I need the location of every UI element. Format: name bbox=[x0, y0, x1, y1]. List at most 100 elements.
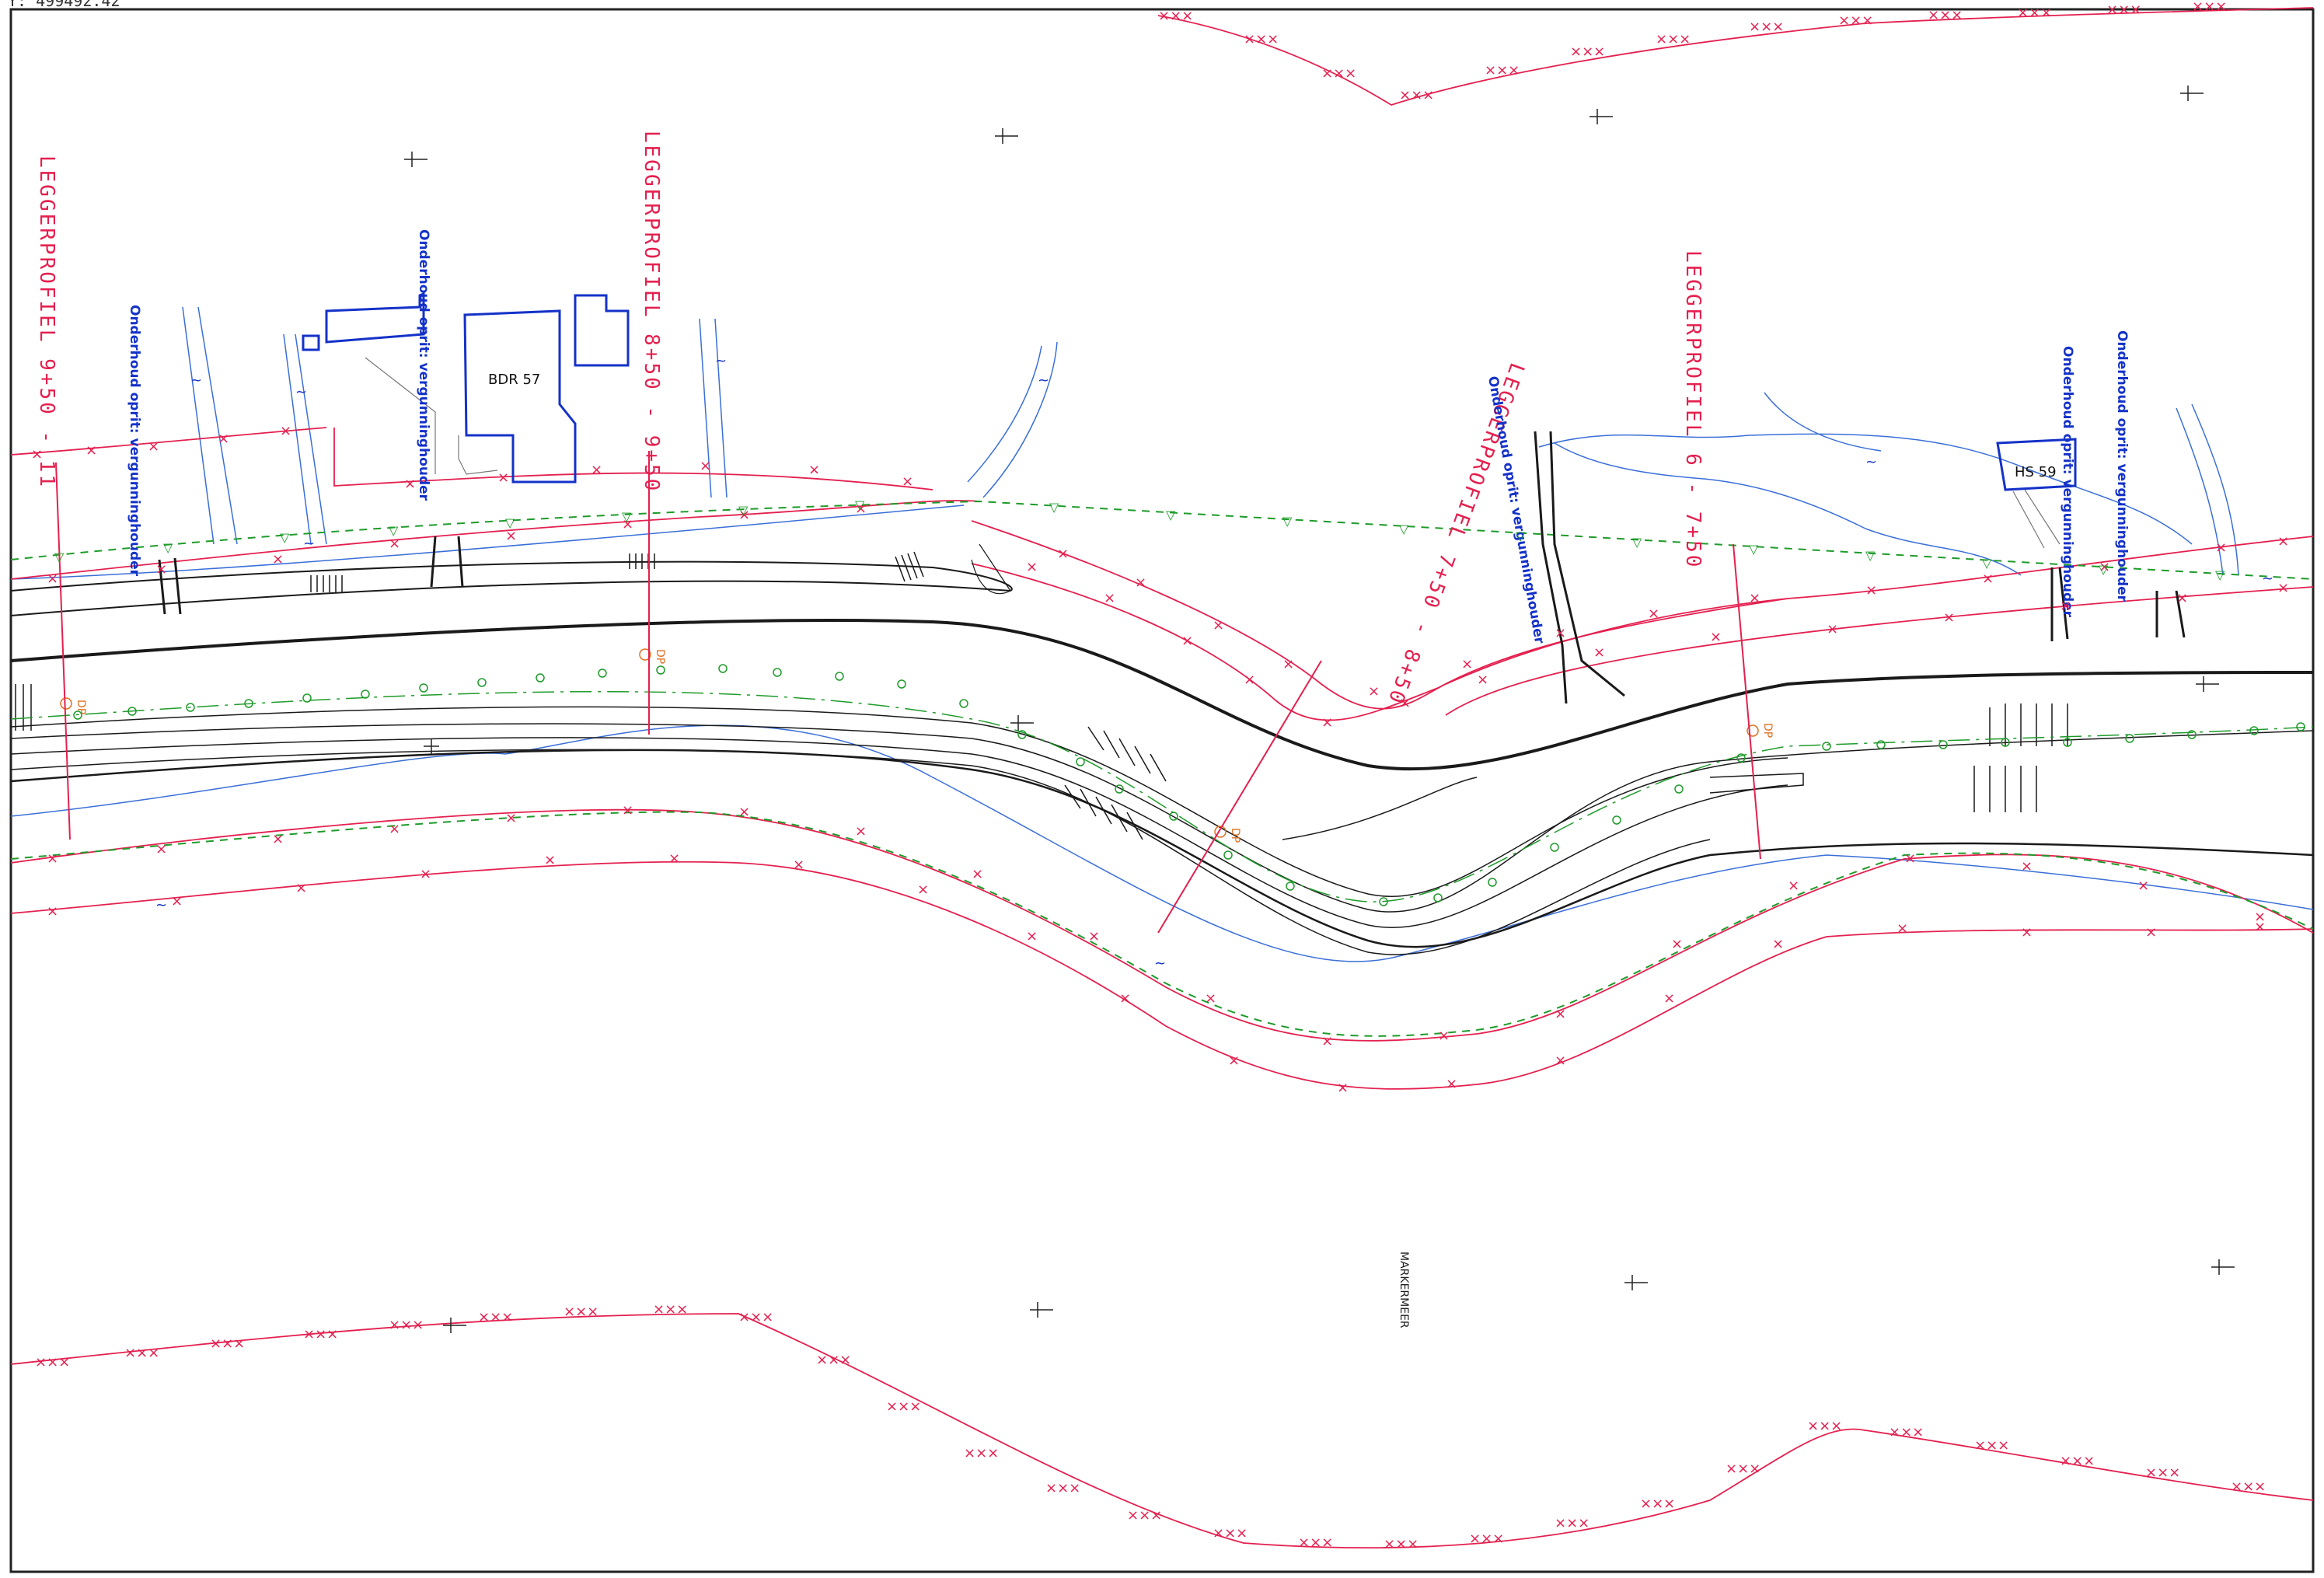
green-marker: ▽ bbox=[1399, 522, 1409, 536]
fence-marker: × bbox=[1827, 621, 1838, 637]
fence-marker: × bbox=[2176, 590, 2188, 606]
fence-triple-marker: ××× bbox=[1158, 8, 1193, 24]
fence-marker: × bbox=[2145, 924, 2157, 941]
fence-triple-marker: ××× bbox=[964, 1445, 999, 1461]
fence-marker: × bbox=[1026, 928, 1038, 944]
fence-marker: × bbox=[1982, 571, 1994, 587]
fence-triple-marker: ××× bbox=[886, 1398, 921, 1415]
dp-label: DP bbox=[1761, 723, 1774, 738]
fence-marker: × bbox=[1897, 920, 1908, 937]
fence-marker: × bbox=[218, 431, 229, 447]
fence-triple-marker: ××× bbox=[1555, 1515, 1589, 1531]
dp-label: DP bbox=[1229, 828, 1241, 843]
fence-marker: × bbox=[1399, 695, 1411, 711]
fence-triple-marker: ××× bbox=[1213, 1525, 1247, 1541]
fence-triple-marker: ××× bbox=[1321, 65, 1356, 82]
fence-marker: × bbox=[1555, 625, 1566, 641]
driveways bbox=[158, 431, 2186, 704]
green-marker: ▽ bbox=[1049, 500, 1059, 515]
profile-label-8-50-9-50: LEGGERPROFIEL 8+50 - 9+50 bbox=[640, 131, 663, 493]
fence-triple-marker: ××× bbox=[2106, 2, 2141, 18]
maintenance-label: Onderhoud oprit: vergunninghouder bbox=[127, 305, 142, 577]
fence-triple-marker: ××× bbox=[303, 1326, 338, 1342]
fence-triple-marker: ××× bbox=[1726, 1461, 1760, 1477]
fence-marker: × bbox=[2021, 924, 2033, 941]
fence-marker: × bbox=[404, 476, 416, 492]
fence-marker: × bbox=[155, 561, 167, 578]
fence-marker: × bbox=[2060, 598, 2071, 614]
fence-marker: × bbox=[2254, 909, 2266, 925]
wave-marker: ~ bbox=[155, 897, 167, 913]
centre-line bbox=[10, 690, 2314, 902]
fence-marker: × bbox=[2099, 559, 2110, 575]
profile-lines bbox=[55, 451, 1761, 934]
wave-marker: ~ bbox=[303, 536, 315, 552]
wave-marker: ~ bbox=[715, 353, 727, 369]
fence-marker: × bbox=[855, 823, 867, 840]
green-marker: ▽ bbox=[54, 550, 65, 564]
fence-triple-marker: ××× bbox=[124, 1345, 159, 1361]
green-markers: ▽ ▽ ▽ ▽ ▽ ▽ ▽ ▽ ▽ ▽ ▽ ▽ ▽ ▽ ▽ ▽ ▽ ▽ ▽ bbox=[54, 497, 2225, 582]
fence-marker: × bbox=[1710, 629, 1722, 645]
fence-marker: × bbox=[505, 810, 517, 826]
centre-line-circles bbox=[73, 664, 2305, 906]
fence-triple-marker: ××× bbox=[1485, 62, 1520, 79]
wave-marker: ~ bbox=[2262, 571, 2273, 587]
wave-marker: ~ bbox=[1154, 955, 1166, 972]
building-label-bdr57: BDR 57 bbox=[488, 372, 540, 388]
fence-triple-marker: ××× bbox=[1807, 1418, 1842, 1434]
profile-label-6-7-50: LEGGERPROFIEL 6 - 7+50 bbox=[1681, 250, 1705, 569]
fence-marker: × bbox=[155, 841, 167, 857]
corner-coordinate-top-left: Y: 499492.42 bbox=[8, 0, 120, 10]
profile-label-9-50-11: LEGGERPROFIEL 9+50 - 11 bbox=[35, 155, 58, 489]
dp-markers bbox=[60, 648, 1759, 838]
fence-triple-marker: ××× bbox=[1570, 44, 1605, 60]
fence-triple-marker: ××× bbox=[653, 1301, 688, 1318]
fence-marker: × bbox=[1104, 590, 1115, 606]
fence-marker: × bbox=[1446, 1076, 1457, 1092]
fence-triple-marker: ××× bbox=[1469, 1531, 1504, 1547]
fence-marker: × bbox=[272, 831, 284, 847]
fence-marker: × bbox=[1648, 606, 1659, 622]
fence-marker: × bbox=[738, 507, 750, 523]
fence-triple-marker: ××× bbox=[35, 1354, 70, 1370]
fence-marker: × bbox=[1904, 850, 1916, 867]
dp-label: DP bbox=[75, 700, 87, 714]
fence-triple-marker: ××× bbox=[1749, 19, 1784, 35]
fence-marker: × bbox=[738, 804, 750, 820]
fence-marker: × bbox=[1593, 644, 1605, 661]
fence-triple-marker: ××× bbox=[1298, 1534, 1333, 1551]
fence-marker: × bbox=[700, 458, 711, 474]
fence-marker: × bbox=[808, 462, 820, 478]
fence-marker: × bbox=[2021, 858, 2033, 875]
fence-marker: × bbox=[1555, 1053, 1566, 1069]
fence-marker: × bbox=[1244, 672, 1255, 688]
fence-marker: × bbox=[47, 571, 58, 587]
fence-marker: × bbox=[1749, 590, 1760, 606]
fence-triple-marker: ××× bbox=[1399, 87, 1434, 103]
hatch-marks bbox=[15, 551, 2068, 840]
fence-marker: × bbox=[1671, 936, 1683, 952]
fence-marker: × bbox=[793, 857, 804, 873]
green-marker: ▽ bbox=[2099, 562, 2109, 577]
fence-marker: × bbox=[31, 446, 43, 463]
fence-marker: × bbox=[420, 866, 431, 882]
fence-triple-marker: ××× bbox=[1974, 1437, 2009, 1454]
fence-marker: × bbox=[1057, 546, 1069, 562]
fence-marker: × bbox=[855, 501, 867, 517]
water-edges bbox=[10, 306, 2314, 962]
fence-triple-marker: ××× bbox=[1384, 1536, 1418, 1552]
fence-triple-marker: ××× bbox=[2060, 1453, 2095, 1469]
fence-marker: × bbox=[2277, 580, 2289, 596]
fence-marker: × bbox=[1865, 582, 1877, 599]
maintenance-label: Onderhoud oprit: vergunninghouder bbox=[2060, 346, 2075, 618]
fence-marker: × bbox=[1337, 1080, 1349, 1096]
fence-marker: × bbox=[85, 442, 97, 459]
wave-marker: ~ bbox=[1865, 454, 1877, 470]
fence-marker: × bbox=[171, 893, 183, 909]
fence-marker: × bbox=[1181, 633, 1193, 649]
maintenance-label: Onderhoud oprit: vergunninghouder bbox=[2114, 330, 2130, 602]
fence-marker: × bbox=[505, 528, 517, 544]
fence-marker: × bbox=[2137, 878, 2149, 894]
fence-triple-marker: ××× bbox=[2145, 1465, 2180, 1481]
